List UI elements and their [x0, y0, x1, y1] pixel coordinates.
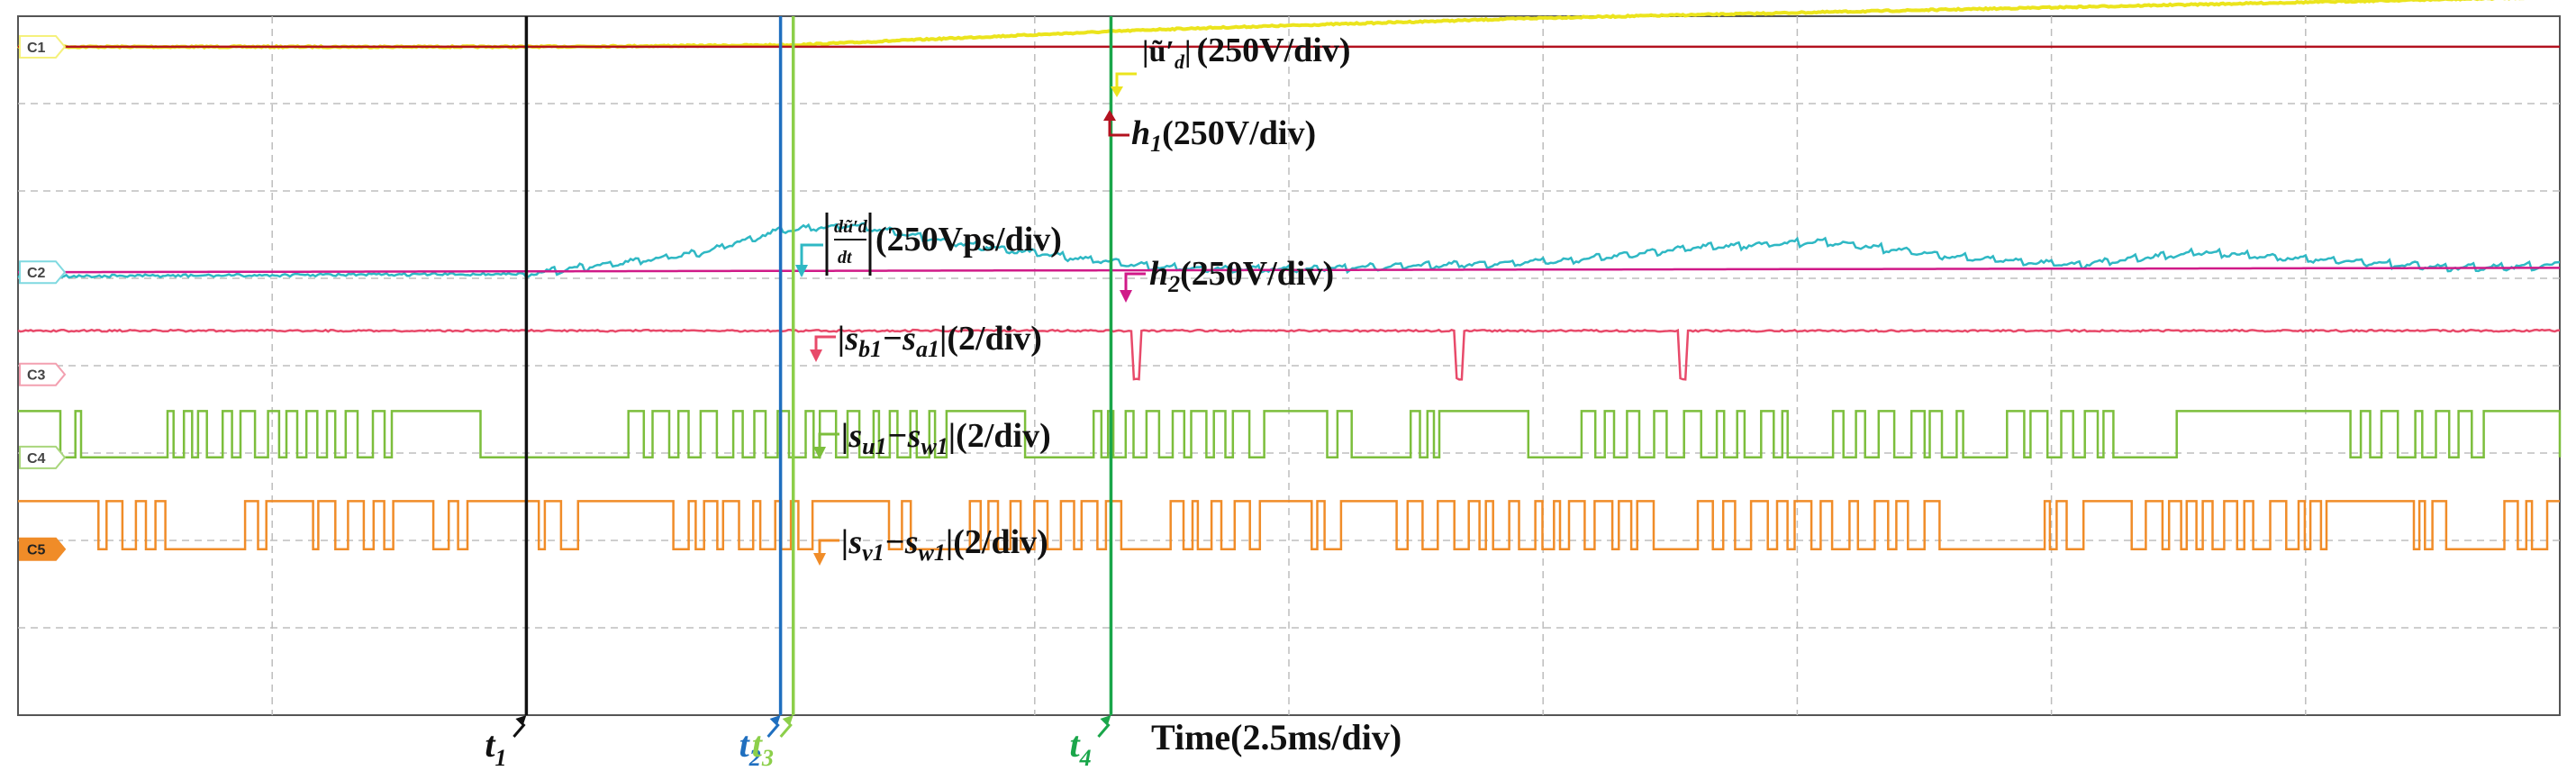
label-du-scale: (250Vps/div)	[875, 221, 1062, 259]
marker-sub-t2: 2	[748, 745, 761, 771]
label-sb1-sub2: a1	[916, 336, 939, 362]
label-sb1-mid: −s	[882, 320, 916, 358]
label-h1-sub: 1	[1150, 131, 1162, 157]
label-h2-text: h2(250V/div)	[1149, 255, 1334, 297]
channel-tag-c5	[19, 537, 67, 561]
traces	[16, 0, 2562, 550]
marker-arrow-t3	[779, 723, 793, 738]
label-h1: h1(250V/div)	[1103, 110, 1316, 157]
channel-tag-c4	[19, 445, 67, 469]
label-h2-scale: (250V/div)	[1180, 255, 1334, 293]
label-sb1-sa1-text: |sb1−sa1|(2/div)	[838, 320, 1042, 362]
label-abs-ud-sym: |ũ′	[1142, 35, 1175, 68]
time-scale-label: Time(2.5ms/div)	[1151, 717, 1401, 757]
label-su1-sw1-text: |su1−sw1|(2/div)	[841, 417, 1051, 459]
label-sb1-sym: |s	[838, 320, 858, 358]
label-su1-sub2: w1	[921, 433, 948, 459]
label-sv1-sw1-text: |sv1−sw1|(2/div)	[841, 523, 1048, 566]
label-abs-ud-close: |	[1184, 35, 1192, 68]
channel-tag-text-c1: C1	[27, 41, 46, 56]
label-h1-sym: h	[1131, 114, 1150, 152]
marker-sym-t3: t	[752, 724, 764, 765]
marker-arrow-t4	[1097, 723, 1111, 738]
marker-sub-t1: 1	[495, 745, 507, 771]
label-h2-sym: h	[1149, 255, 1168, 293]
label-sv1-close: |	[946, 523, 953, 561]
channel-tag-c3	[19, 362, 67, 386]
label-su1-sym: |s	[841, 417, 862, 455]
label-su1-scale: (2/div)	[956, 417, 1051, 455]
marker-arrow-t2	[766, 723, 780, 738]
channel-tag-c2	[19, 260, 67, 285]
label-h2-sub: 2	[1167, 271, 1180, 297]
label-sb1-sub: b1	[858, 336, 882, 362]
label-du-den: dt	[838, 248, 853, 268]
trace-sv1-sw1	[18, 500, 2560, 550]
label-abs-ud: |ũ′d| (250V/div)	[1111, 32, 1350, 97]
label-sv1-sw1: |sv1−sw1|(2/div)	[813, 523, 1048, 566]
channel-tag-text-c2: C2	[27, 266, 46, 281]
channel-tag-text-c3: C3	[27, 368, 46, 384]
trace-sb1-sa1	[17, 328, 2561, 381]
marker-sym-t1: t	[485, 724, 496, 765]
trace-du-dt	[17, 222, 2561, 279]
channel-tag-c1	[19, 34, 67, 59]
label-sb1-sa1: |sb1−sa1|(2/div)	[810, 320, 1042, 362]
marker-sub-t3: 3	[761, 745, 774, 771]
label-abs-ud-text: |ũ′d| (250V/div)	[1142, 32, 1350, 73]
marker-arrowhead-t4	[1100, 715, 1111, 726]
channel-tag-text-c4: C4	[27, 451, 46, 467]
trace-su1-sw1	[18, 410, 2562, 459]
label-du-dt: dũ′d dt (250Vps/div)	[795, 213, 1062, 277]
marker-label-t2: t2	[739, 724, 761, 771]
label-h1-text: h1(250V/div)	[1131, 114, 1316, 157]
label-du-num: dũ′d	[834, 217, 868, 237]
label-sv1-scale: (2/div)	[953, 523, 1048, 561]
label-su1-mid: −s	[887, 417, 921, 455]
label-su1-sw1: |su1−sw1|(2/div)	[813, 417, 1051, 459]
marker-arrow-t1	[512, 723, 526, 738]
marker-arrowhead-t3	[782, 715, 794, 726]
label-su1-sub: u1	[862, 433, 886, 459]
label-sv1-sub: v1	[862, 540, 884, 566]
label-sv1-mid: −s	[884, 523, 919, 561]
label-h2: h2(250V/div)	[1120, 255, 1334, 303]
label-sb1-scale: (2/div)	[947, 320, 1042, 358]
label-abs-ud-scale: (250V/div)	[1196, 32, 1350, 69]
channel-tags: C1 C2 C3 C4 C5	[19, 34, 67, 561]
marker-arrowhead-t2	[769, 715, 781, 726]
label-sv1-sub2: w1	[919, 540, 946, 566]
label-su1-close: |	[948, 417, 956, 455]
marker-sub-t4: 4	[1079, 745, 1092, 771]
marker-label-t3: t3	[752, 724, 774, 771]
marker-arrowhead-t1	[515, 715, 527, 726]
channel-tag-text-c5: C5	[27, 543, 46, 558]
marker-label-t1: t1	[485, 724, 506, 771]
label-sb1-close: |	[939, 320, 947, 358]
label-abs-ud-sub: d	[1175, 50, 1185, 73]
label-sv1-sym: |s	[841, 523, 862, 561]
trace-h2	[18, 267, 2560, 274]
label-h1-scale: (250V/div)	[1162, 114, 1316, 152]
marker-label-t4: t4	[1069, 724, 1091, 771]
marker-sym-t2: t	[739, 724, 751, 765]
marker-sym-t4: t	[1069, 724, 1081, 765]
